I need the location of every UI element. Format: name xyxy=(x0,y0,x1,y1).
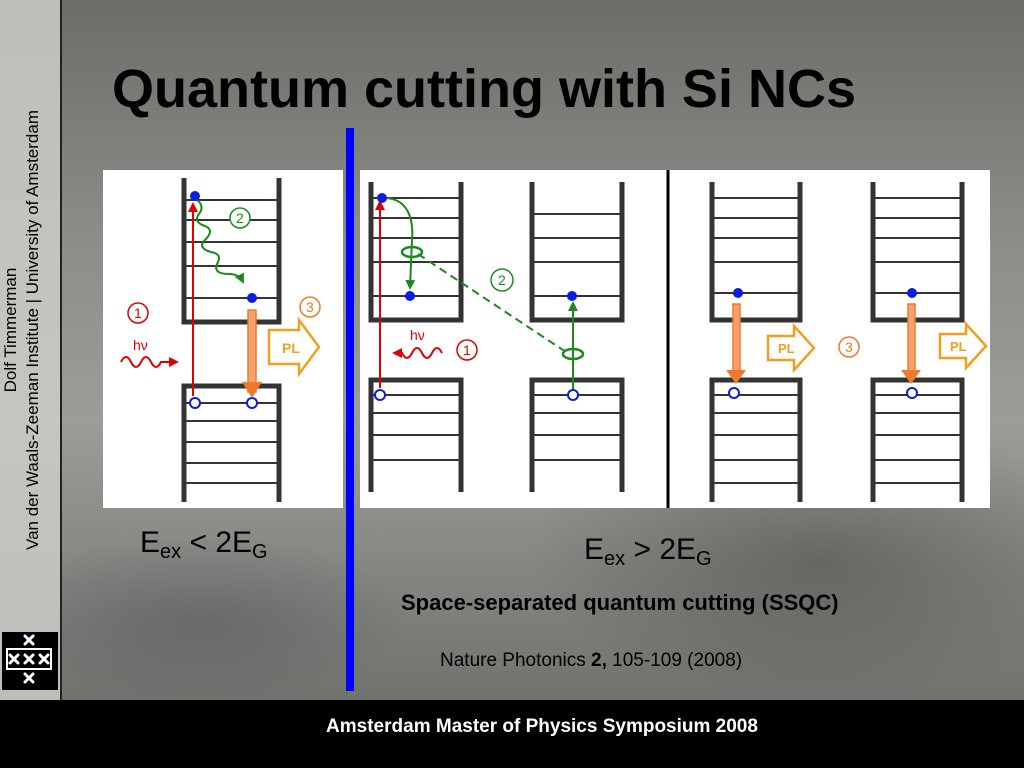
step-label: 1 xyxy=(463,342,471,358)
electron-dot xyxy=(190,191,200,201)
nc3-valence-well xyxy=(709,377,803,502)
step-2-marker: 2 xyxy=(229,207,251,229)
photon-label: hν xyxy=(133,337,148,353)
pl-label: PL xyxy=(778,341,795,356)
nc4-valence-well xyxy=(870,377,965,502)
electron-dot xyxy=(567,291,577,301)
electron-dot xyxy=(405,291,415,301)
relaxation-arrow xyxy=(383,197,416,290)
nc1-valence-well xyxy=(368,377,464,492)
energy-transfer-dashed-line xyxy=(417,253,567,353)
condition-left: Eex < 2EG xyxy=(140,526,268,563)
step-1-marker: 1 xyxy=(456,339,478,361)
right-diagram: hν 1 2 PL 3 xyxy=(360,170,990,508)
sidebar-credits: Dolf Timmerman Van der Waals-Zeeman Inst… xyxy=(0,30,60,630)
slide-title: Quantum cutting with Si NCs xyxy=(112,59,856,119)
electron-dot xyxy=(733,288,743,298)
step-1-marker: 1 xyxy=(127,302,149,324)
step-label: 3 xyxy=(845,339,853,355)
emission-arrow xyxy=(901,303,921,384)
photon-icon: hν xyxy=(392,327,443,359)
electron-dot xyxy=(907,288,917,298)
pl-arrow-icon: PL xyxy=(766,322,816,374)
pl-arrow-icon: PL xyxy=(938,320,988,372)
nc1-conduction-well xyxy=(368,182,464,323)
emission-arrow xyxy=(726,303,746,384)
ssqc-caption: Space-separated quantum cutting (SSQC) xyxy=(401,590,839,615)
step-label: 2 xyxy=(236,210,244,226)
hole-dot xyxy=(189,397,201,409)
step-label: 1 xyxy=(134,305,142,321)
affiliation: Van der Waals-Zeeman Institute | Univers… xyxy=(23,110,42,550)
electron-dot xyxy=(377,193,387,203)
hole-dot xyxy=(728,387,740,399)
hole-dot xyxy=(246,397,258,409)
step-label: 3 xyxy=(306,299,314,315)
hole-dot xyxy=(567,389,579,401)
step-2-marker: 2 xyxy=(490,268,514,292)
step-label: 2 xyxy=(498,272,506,288)
photon-icon: hν xyxy=(120,337,179,368)
photon-label: hν xyxy=(410,327,425,343)
reference: Nature Photonics 2, 105-109 (2008) xyxy=(440,650,743,671)
left-diagram: PL 2 1 3 hν xyxy=(103,170,343,508)
nc4-conduction-well xyxy=(870,182,965,323)
relaxation-wavy-arrow xyxy=(196,199,244,284)
emission-arrow xyxy=(242,309,262,398)
electron-dot xyxy=(247,293,257,303)
conduction-band-well xyxy=(181,178,282,325)
step-3-marker: 3 xyxy=(838,336,860,358)
step-3-marker: 3 xyxy=(299,296,321,318)
pl-arrow-icon: PL xyxy=(267,316,321,378)
hole-dot xyxy=(906,387,918,399)
footer-bar xyxy=(0,700,1024,768)
hole-dot xyxy=(374,389,386,401)
nc3-conduction-well xyxy=(709,182,803,323)
nc2-conduction-well xyxy=(529,182,625,323)
sidebar: Dolf Timmerman Van der Waals-Zeeman Inst… xyxy=(0,0,62,700)
author-name: Dolf Timmerman xyxy=(1,267,20,393)
energy-transfer-ring xyxy=(400,245,424,259)
condition-right: Eex > 2EG xyxy=(584,533,712,570)
footer-text: Amsterdam Master of Physics Symposium 20… xyxy=(326,716,758,737)
vertical-divider xyxy=(346,128,354,691)
pl-label: PL xyxy=(950,339,967,354)
pl-label: PL xyxy=(282,340,300,356)
university-of-amsterdam-xxx-icon xyxy=(2,632,58,690)
